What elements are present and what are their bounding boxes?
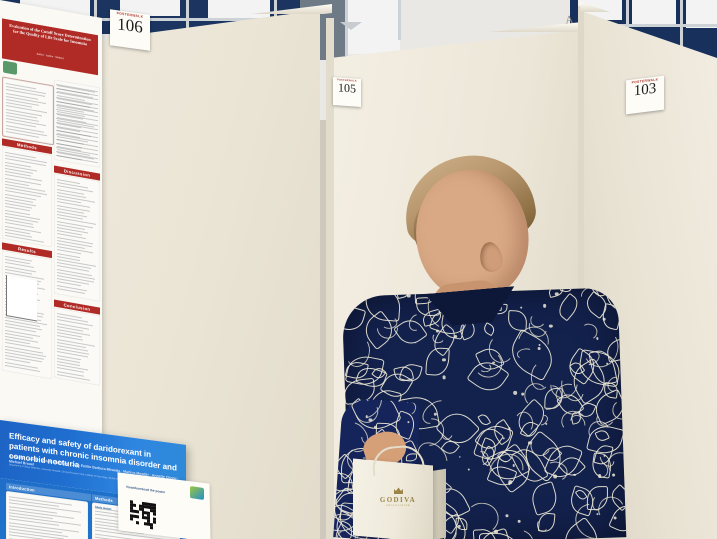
paisley-motif [505,514,508,517]
poster-red-methods-body [2,146,52,247]
paisley-motif [342,391,343,393]
poster-tag-number: 105 [338,82,356,95]
paisley-motif [528,481,560,516]
paisley-motif [612,474,615,477]
conference-app-logo-icon [190,486,204,500]
poster-tag-number: 103 [634,82,657,100]
paisley-motif [543,304,547,308]
paisley-motif [545,423,547,425]
qr-code[interactable] [130,500,156,530]
paisley-motif [477,412,491,427]
paisley-motif [573,473,575,475]
board-letter-a: A [565,14,579,43]
poster-red-table [54,80,100,168]
qr-cell [153,527,156,530]
paisley-motif [459,456,461,458]
poster-number-tag-106: POSTERWALK 106 [110,9,150,51]
paisley-motif [613,516,616,519]
paisley-motif [442,375,446,379]
poster-red-insomnia-qol[interactable]: Evaluation of the Cutoff Score Determina… [0,0,102,438]
godiva-brand-sub: CHOCOLATIER [375,504,421,507]
poster-number-tag-105: POSTERWALK 105 [333,77,361,107]
paisley-motif [494,530,498,534]
poster-red-discussion-body [54,174,100,302]
paisley-motif [468,468,471,471]
poster-red-chart [6,275,37,321]
godiva-brand: GODIVA [375,496,421,504]
paisley-motif [596,337,598,339]
paisley-motif [549,324,553,328]
paisley-motif [600,303,624,331]
paisley-motif [342,385,343,388]
paisley-motif [513,391,517,395]
conference-poster-hall-photo: A POSTERWALK 106 POSTERWALK 105 POSTERWA… [0,0,717,539]
paisley-motif [482,323,496,337]
text-line [57,374,90,381]
poster-number-tag-103: POSTERWALK 103 [626,76,664,115]
poster-red-conclusion-body [54,308,100,386]
paisley-motif [458,524,461,527]
poster-red-logo [3,61,17,75]
paisley-motif [407,421,409,423]
poster-red-section-body [2,76,54,145]
paisley-motif [521,392,524,395]
poster-tag-number: 106 [117,16,143,37]
paisley-motif [553,475,557,479]
paisley-motif [537,513,555,533]
godiva-crown-icon [393,486,404,495]
paisley-motif [335,452,338,455]
paisley-motif [517,520,520,523]
paisley-motif [520,306,522,308]
godiva-logo: GODIVA CHOCOLATIER [375,496,421,507]
paisley-motif [554,292,582,321]
